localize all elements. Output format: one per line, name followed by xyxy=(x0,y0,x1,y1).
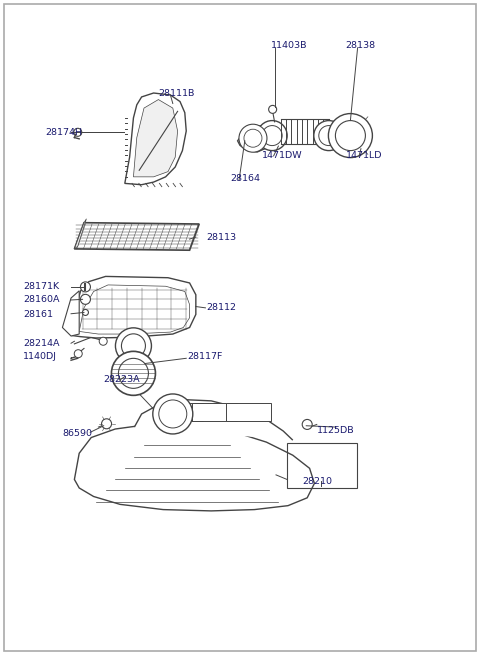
Text: 28161: 28161 xyxy=(23,310,53,319)
Circle shape xyxy=(319,126,339,145)
Polygon shape xyxy=(74,426,314,511)
Circle shape xyxy=(102,419,111,429)
Circle shape xyxy=(74,128,82,136)
Circle shape xyxy=(81,294,90,305)
Text: 86590: 86590 xyxy=(62,429,92,438)
Text: 1471DW: 1471DW xyxy=(262,151,302,160)
Circle shape xyxy=(115,328,152,364)
Text: 28138: 28138 xyxy=(346,41,376,50)
Text: 28174H: 28174H xyxy=(46,128,83,137)
Polygon shape xyxy=(134,400,293,440)
Circle shape xyxy=(81,282,90,292)
Circle shape xyxy=(244,129,262,147)
Text: 1471LD: 1471LD xyxy=(346,151,382,160)
Bar xyxy=(287,443,357,488)
Circle shape xyxy=(302,419,312,430)
Text: 1125DB: 1125DB xyxy=(317,426,354,436)
Circle shape xyxy=(159,400,187,428)
Text: 28111B: 28111B xyxy=(158,88,195,98)
Circle shape xyxy=(111,351,156,396)
Polygon shape xyxy=(74,219,86,249)
Polygon shape xyxy=(79,285,190,334)
Circle shape xyxy=(239,124,267,152)
Circle shape xyxy=(83,309,88,316)
Bar xyxy=(226,403,271,421)
Polygon shape xyxy=(125,93,186,185)
Circle shape xyxy=(269,105,276,113)
Circle shape xyxy=(153,394,193,434)
Text: 1140DJ: 1140DJ xyxy=(23,352,57,362)
Polygon shape xyxy=(71,276,196,338)
Circle shape xyxy=(99,337,107,345)
Text: 28160A: 28160A xyxy=(23,295,60,305)
Text: 28214A: 28214A xyxy=(23,339,60,348)
Text: 11403B: 11403B xyxy=(271,41,308,50)
Text: 28210: 28210 xyxy=(302,477,332,486)
Bar xyxy=(192,403,237,421)
Circle shape xyxy=(257,121,287,151)
Circle shape xyxy=(121,334,145,358)
Circle shape xyxy=(314,121,344,151)
Text: 28223A: 28223A xyxy=(103,375,140,384)
Text: 28112: 28112 xyxy=(206,303,236,312)
Polygon shape xyxy=(238,126,270,152)
Circle shape xyxy=(119,358,148,388)
Polygon shape xyxy=(133,100,178,177)
Bar xyxy=(158,403,204,421)
Text: 28113: 28113 xyxy=(206,233,237,242)
Text: 28171K: 28171K xyxy=(23,282,59,291)
Polygon shape xyxy=(74,223,199,250)
Circle shape xyxy=(336,121,365,151)
Text: 28117F: 28117F xyxy=(187,352,223,361)
Polygon shape xyxy=(62,291,79,336)
Circle shape xyxy=(262,126,282,145)
Text: 28164: 28164 xyxy=(230,174,260,183)
Circle shape xyxy=(328,113,372,158)
Circle shape xyxy=(74,350,82,358)
